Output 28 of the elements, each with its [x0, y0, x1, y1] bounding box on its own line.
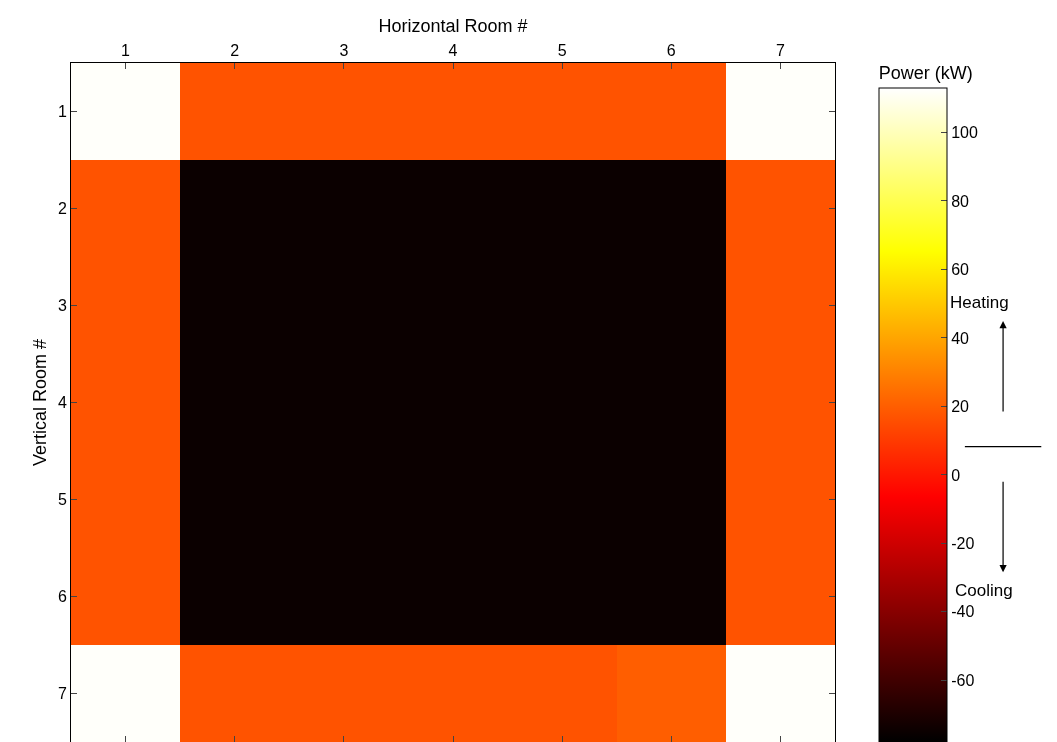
- color-bar-label: 40: [951, 329, 970, 347]
- color-bar-title: Power (kW): [878, 63, 973, 83]
- x-tick-label: 3: [339, 41, 349, 59]
- y-axis-title: Vertical Room #: [30, 338, 51, 467]
- text: Heating: [950, 293, 1009, 312]
- color-bar-label: 100: [951, 124, 978, 142]
- color-bar-label: -40: [951, 603, 975, 621]
- y-tick-label: 3: [57, 297, 67, 315]
- y-tick-label: 1: [57, 103, 67, 121]
- color-bar-label: 80: [951, 192, 970, 210]
- color-bar-label: -60: [951, 671, 975, 689]
- color-bar-label: 20: [951, 398, 970, 416]
- x-tick-label: 4: [448, 41, 458, 59]
- y-tick-label: 2: [57, 200, 67, 218]
- y-tick-label: 4: [57, 394, 67, 412]
- x-tick-label: 7: [775, 41, 785, 59]
- color-bar-label: 60: [951, 261, 970, 279]
- x-tick-label: 2: [230, 41, 240, 59]
- x-tick-label: 5: [557, 41, 567, 59]
- color-bar-label: 0: [951, 466, 961, 484]
- text: Cooling: [955, 581, 1013, 600]
- y-tick-label: 7: [57, 685, 67, 703]
- y-tick-label: 5: [57, 491, 67, 509]
- color-bar-label: -20: [951, 535, 975, 552]
- x-axis-title: Horizontal Room #: [378, 15, 528, 36]
- x-tick-label: 1: [121, 41, 131, 59]
- x-tick-label: 6: [666, 41, 676, 59]
- y-tick-label: 6: [57, 588, 67, 606]
